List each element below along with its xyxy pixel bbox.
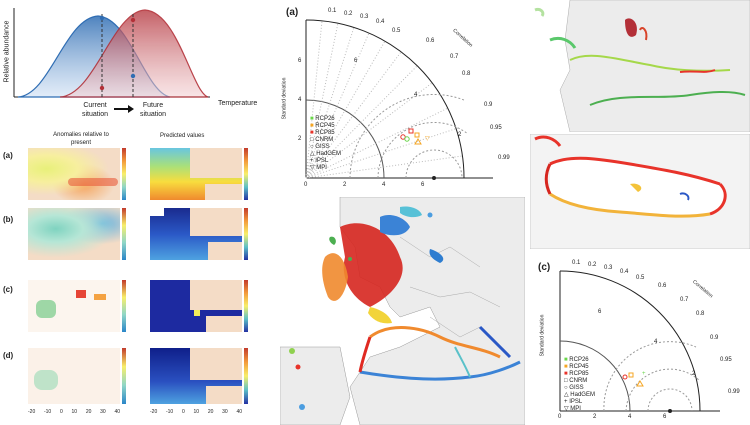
taylor-c-corr-0.6: 0.6 [658,283,667,289]
abundance-ylabel: Relative abundance [3,20,11,83]
taylor-a-ylabel: Standard deviation [281,77,288,120]
taylor-diagram-c: + (c) Standard deviation Correlation 0.1… [530,257,750,425]
taylor-a-corr-0.9: 0.9 [484,102,493,108]
taylor-c-corr-0.8: 0.8 [696,311,705,317]
abundance-curves [13,8,210,113]
taylor-a-corr-0.5: 0.5 [392,28,401,34]
future-label: Future situation [139,102,167,118]
mediterranean-map-svg [530,134,750,249]
taylor-c-legend: ■ RCP26 ■ RCP45 ■ RCP85 □ CNRM ○ GISS △ … [564,357,595,413]
taylor-a-legend: ■ RCP26 ■ RCP45 ■ RCP85 □ CNRM ○ GISS △ … [310,116,341,172]
legend-item: + IPSL [564,399,583,405]
lon-ticks-left: -20 -10 0 10 20 30 40 [28,409,120,415]
taylor-a-arc-4: 4 [414,92,418,98]
taylor-diagram-a: ▽ (a) Standard deviation Correlation 0.1… [278,0,523,195]
taylor-c-sd-6: 6 [663,414,667,420]
predicted-map-a [150,148,242,200]
row-label-b: (b) [3,215,14,224]
taylor-a-sd-6: 6 [421,182,425,188]
taylor-c-label: (c) [538,262,551,273]
anomaly-map-a [28,148,120,200]
taylor-c-sd-0: 0 [558,414,562,420]
taylor-c-corr-0.9: 0.9 [710,335,719,341]
predicted-map-d [150,348,242,404]
taylor-c-arc-2: 2 [692,371,696,377]
legend-item: ○ GISS [310,144,330,150]
taylor-a-sd-y4: 4 [298,97,302,103]
taylor-a-corr-0.4: 0.4 [376,19,385,25]
predicted-map-b [150,208,242,260]
taylor-a-corr-0.95: 0.95 [490,125,502,131]
row-label-a: (a) [3,151,13,160]
taylor-c-svg: + [559,270,720,413]
abundance-xlabel: Temperature [218,100,258,107]
taylor-a-arc-2: 2 [458,132,462,138]
taylor-a-sd-y6: 6 [298,58,302,64]
taylor-a-corr-0.99: 0.99 [498,155,510,161]
predicted-map-c [150,280,242,332]
taylor-a-corr-0.7: 0.7 [450,54,459,60]
taylor-a-label: (a) [286,7,299,18]
legend-item: □ CNRM [310,137,334,143]
abundance-diagram: Relative abundance Temperature Current s… [0,0,270,125]
taylor-c-corr-0.3: 0.3 [604,265,613,271]
taylor-c-corr-0.95: 0.95 [720,357,732,363]
anomaly-map-c [28,280,120,332]
taylor-c-corr-0.4: 0.4 [620,269,629,275]
taylor-a-corr-0.3: 0.3 [360,14,369,20]
taylor-c-corr-0.1: 0.1 [572,260,581,266]
legend-item: ■ RCP26 [564,357,589,363]
svg-text:▽: ▽ [425,136,430,142]
taylor-c-sd-4: 4 [628,414,632,420]
taylor-a-sd-4: 4 [382,182,386,188]
taylor-a-svg: ▽ [305,19,493,180]
legend-item: ■ RCP85 [310,130,335,136]
europe-map-svg [280,197,525,425]
left-map-grid: Anomalies relative to present Predicted … [0,128,270,425]
legend-item: + IPSL [310,158,329,164]
taylor-a-sd-2: 2 [343,182,347,188]
taylor-a-corr-0.2: 0.2 [344,11,353,17]
coastal-map-top-svg [534,0,750,132]
taylor-c-sd-2: 2 [593,414,597,420]
taylor-c-arc-6: 6 [598,309,602,315]
taylor-c-ylabel: Standard deviation [539,314,546,357]
coastal-map-top [530,0,750,132]
legend-item: ○ GISS [564,385,584,391]
taylor-a-corr-0.6: 0.6 [426,38,435,44]
taylor-a-corr-0.8: 0.8 [462,71,471,77]
row-label-d: (d) [3,351,14,360]
taylor-a-sd-y2: 2 [298,136,302,142]
anomaly-map-b [28,208,120,260]
taylor-c-corr-0.7: 0.7 [680,297,689,303]
taylor-a-arc-6: 6 [354,58,358,64]
row-label-c: (c) [3,285,13,294]
anomaly-map-d [28,348,120,404]
svg-text:+: + [642,371,646,377]
legend-item: ▽ MPI [310,165,327,171]
legend-item: ■ RCP45 [310,123,335,129]
taylor-c-corr-0.5: 0.5 [636,275,645,281]
legend-item: □ CNRM [564,378,588,384]
taylor-c-corr-0.99: 0.99 [728,389,740,395]
legend-item: △ HadGEM [310,151,341,157]
legend-item: ■ RCP45 [564,364,589,370]
legend-item: ■ RCP26 [310,116,335,122]
taylor-c-corr-0.2: 0.2 [588,262,597,268]
predicted-header: Predicted values [160,133,205,139]
taylor-a-sd-0: 0 [304,182,308,188]
taylor-a-corr-0.1: 0.1 [328,8,337,14]
anomalies-header: Anomalies relative to present [53,132,109,146]
current-label: Current situation [81,102,109,118]
legend-item: △ HadGEM [564,392,595,398]
lon-ticks-right: -20 -10 0 10 20 30 40 [150,409,242,415]
legend-item: ▽ MPI [564,406,581,412]
europe-map-large [280,197,525,425]
future-curve [59,9,209,98]
taylor-c-arc-4: 4 [654,339,658,345]
legend-item: ■ RCP85 [564,371,589,377]
mediterranean-map [530,134,750,249]
